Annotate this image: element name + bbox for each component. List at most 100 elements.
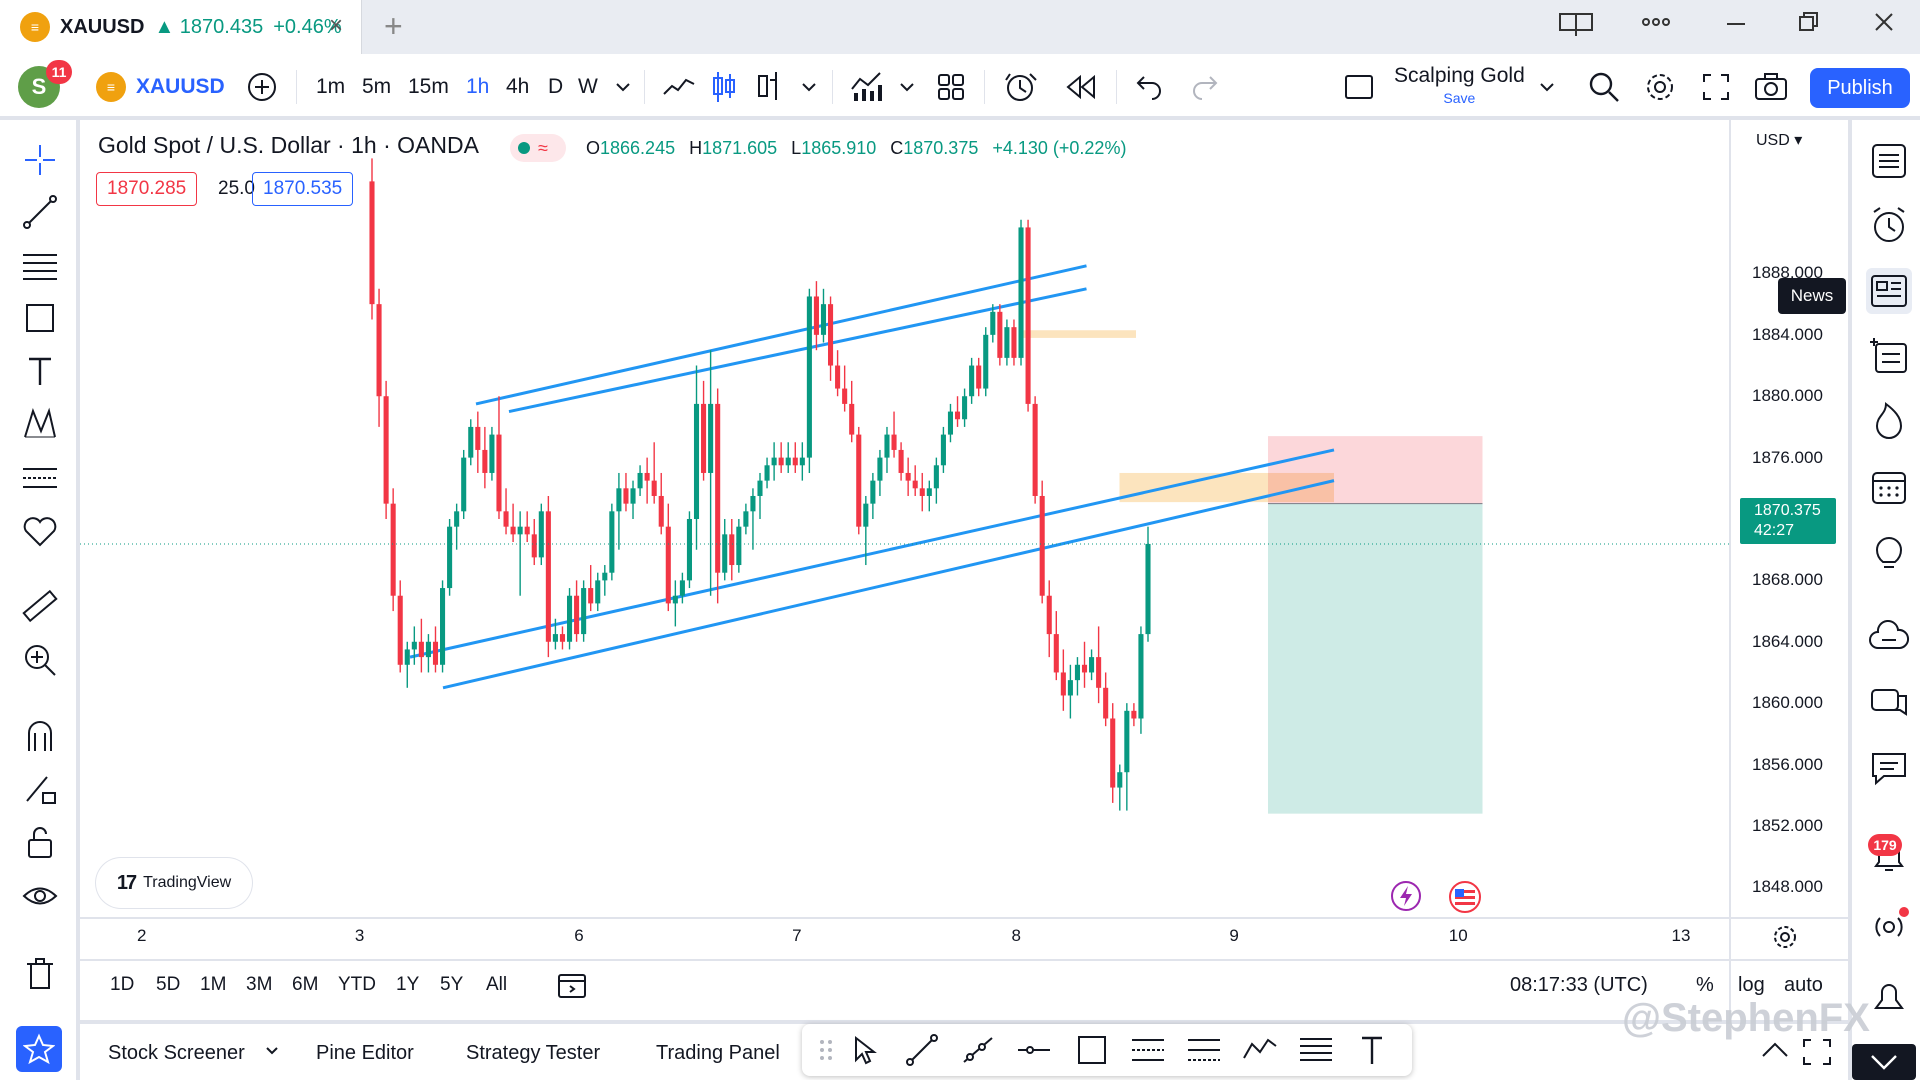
cursor-arrow-icon[interactable] (846, 1032, 882, 1068)
zoom-in-icon[interactable] (18, 638, 62, 682)
chat-bubble-icon[interactable] (1866, 744, 1912, 790)
line-chart-icon[interactable] (662, 54, 696, 120)
camera-icon[interactable] (1754, 54, 1788, 120)
data-window-icon[interactable] (1866, 334, 1912, 380)
chats-cloud-icon[interactable] (1866, 616, 1912, 662)
indicators-icon[interactable] (850, 54, 884, 120)
interval-d[interactable]: D (548, 75, 564, 98)
redo-icon[interactable] (1190, 54, 1220, 120)
chart-settings-gear-icon[interactable] (1772, 924, 1798, 955)
bar-chart-type-icon[interactable] (756, 54, 784, 120)
utc-clock[interactable]: 08:17:33 (UTC) (1510, 974, 1648, 996)
range-6m[interactable]: 6M (292, 974, 319, 995)
watchlist-icon[interactable] (1866, 138, 1912, 184)
tradingview-logo[interactable]: 17 TradingView (96, 858, 252, 908)
date-range-icon[interactable] (556, 970, 588, 1005)
minds-icon[interactable] (1866, 680, 1912, 726)
tab-trading-panel[interactable]: Trading Panel (656, 1042, 780, 1064)
long-position-icon[interactable] (1130, 1032, 1166, 1068)
interval-5m[interactable]: 5m (362, 75, 392, 98)
tab-strategy-tester[interactable]: Strategy Tester (466, 1042, 601, 1064)
market-status-badge[interactable]: ≈ (510, 134, 566, 162)
publish-button[interactable]: Publish (1810, 68, 1910, 108)
symbol-search-button[interactable]: ≡ XAUUSD (96, 54, 225, 120)
us-flag-event-icon[interactable] (1448, 880, 1482, 919)
close-tab-icon[interactable]: × (328, 12, 343, 39)
heart-icon[interactable] (18, 510, 62, 554)
log-toggle[interactable]: log (1738, 974, 1765, 996)
ideas-lightbulb-icon[interactable] (1866, 530, 1912, 576)
fullscreen-icon[interactable] (1702, 54, 1730, 120)
sell-button[interactable]: 1870.285 (96, 172, 198, 206)
eye-icon[interactable] (18, 874, 62, 918)
trash-icon[interactable] (18, 952, 62, 996)
path-icon[interactable] (1242, 1032, 1278, 1068)
help-icon[interactable] (1866, 972, 1912, 1018)
restore-icon[interactable] (1796, 10, 1820, 41)
interval-1m[interactable]: 1m (316, 75, 346, 98)
hotlist-fire-icon[interactable] (1866, 398, 1912, 444)
lock-drawing-icon[interactable] (18, 766, 62, 810)
percent-toggle[interactable]: % (1696, 974, 1714, 996)
short-position-icon[interactable] (1186, 1032, 1222, 1068)
chevron-down-icon[interactable] (800, 54, 818, 120)
tab-stock-screener[interactable]: Stock Screener (108, 1042, 245, 1064)
replay-icon[interactable] (1066, 54, 1096, 120)
new-tab-icon[interactable]: + (384, 8, 403, 44)
interval-4h[interactable]: 4h (506, 75, 530, 98)
range-all[interactable]: All (486, 974, 508, 995)
range-1d[interactable]: 1D (110, 974, 135, 995)
minimize-icon[interactable] (1724, 10, 1748, 41)
fib-retracement-icon[interactable] (1298, 1032, 1334, 1068)
trend-line-icon[interactable] (18, 190, 62, 234)
rectangle-icon[interactable] (1074, 1032, 1110, 1068)
prediction-icon[interactable] (18, 456, 62, 500)
range-1m[interactable]: 1M (200, 974, 227, 995)
crosshair-icon[interactable] (18, 138, 62, 182)
templates-icon[interactable] (936, 54, 966, 120)
range-5d[interactable]: 5D (156, 974, 181, 995)
search-icon[interactable] (1588, 54, 1620, 120)
tab-pine-editor[interactable]: Pine Editor (316, 1042, 414, 1064)
scroll-down-button[interactable] (1852, 1044, 1916, 1080)
maximize-panel-icon[interactable] (1802, 1038, 1832, 1072)
chevron-down-icon[interactable] (614, 54, 632, 120)
layout-icon[interactable] (1558, 10, 1594, 45)
ray-icon[interactable] (960, 1032, 996, 1068)
chart-pane[interactable]: Gold Spot / U.S. Dollar · 1h · OANDA ≈ O… (80, 120, 1848, 1020)
gear-icon[interactable] (1644, 54, 1676, 120)
calendar-icon[interactable] (1866, 464, 1912, 510)
fib-retracement-icon[interactable] (18, 244, 62, 288)
compare-symbol-icon[interactable] (246, 54, 278, 120)
text-icon[interactable] (1354, 1032, 1390, 1068)
favorites-star-icon[interactable] (16, 1026, 62, 1072)
horizontal-line-icon[interactable] (1016, 1032, 1052, 1068)
layout-name-button[interactable]: Scalping Gold Save (1394, 54, 1525, 120)
auto-toggle[interactable]: auto (1784, 974, 1823, 996)
lightning-event-icon[interactable] (1390, 880, 1422, 917)
pattern-icon[interactable] (18, 402, 62, 446)
chevron-down-icon[interactable] (1538, 54, 1556, 120)
chevron-down-icon[interactable] (264, 1042, 280, 1065)
close-window-icon[interactable] (1872, 10, 1896, 41)
interval-15m[interactable]: 15m (408, 75, 449, 98)
lock-icon[interactable] (18, 820, 62, 864)
range-1y[interactable]: 1Y (396, 974, 420, 995)
currency-selector[interactable]: USD ▾ (1756, 132, 1803, 149)
streams-icon[interactable] (1866, 904, 1912, 950)
range-5y[interactable]: 5Y (440, 974, 464, 995)
magnet-icon[interactable] (18, 714, 62, 758)
price-chart[interactable] (80, 120, 1848, 1020)
layout-checkbox-icon[interactable] (1344, 54, 1374, 120)
buy-button[interactable]: 1870.535 (252, 172, 354, 206)
candles-icon[interactable] (710, 54, 738, 120)
interval-w[interactable]: W (578, 75, 598, 98)
range-ytd[interactable]: YTD (338, 974, 376, 995)
more-options-icon[interactable] (1640, 10, 1672, 41)
ruler-icon[interactable] (18, 584, 62, 628)
text-icon[interactable] (18, 350, 62, 394)
interval-1h[interactable]: 1h (466, 75, 490, 98)
news-icon[interactable] (1866, 268, 1912, 314)
drag-handle-icon[interactable] (808, 1032, 844, 1068)
collapse-panel-chevron-icon[interactable] (1760, 1038, 1790, 1066)
